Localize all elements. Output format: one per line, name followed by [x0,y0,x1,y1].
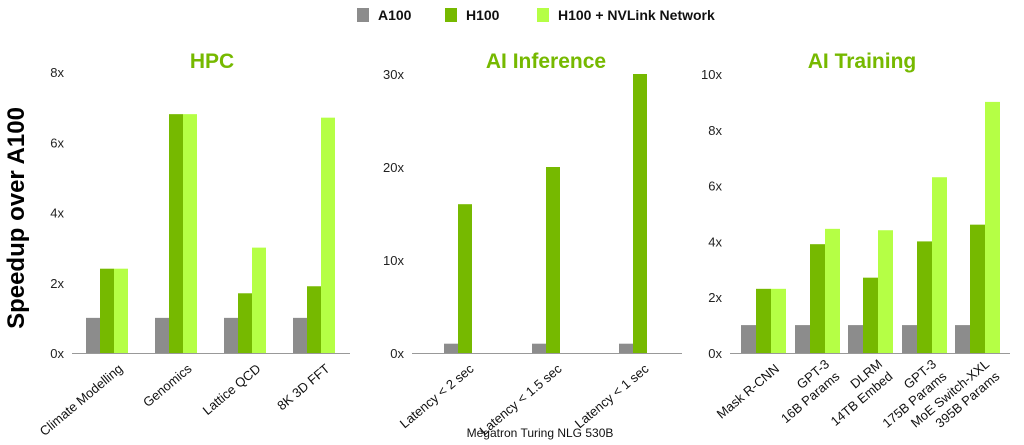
legend-item: H100 + NVLink Network [537,4,715,26]
bar [114,268,128,353]
legend-label: H100 + NVLink Network [558,7,715,23]
bar [546,167,560,353]
category-label: Genomics [140,361,195,410]
y-tick-label: 8x [50,65,64,80]
bar [86,317,100,353]
legend-swatch [357,8,369,22]
panel-title: AI Inference [486,50,606,73]
y-tick-label: 4x [50,206,64,221]
bar [771,288,786,353]
x-axis-label: Megatron Turing NLG 530B [467,426,614,440]
bar [238,293,252,353]
legend-label: H100 [466,7,500,23]
bar [307,286,321,353]
category-label: 8K 3D FFT [274,361,332,413]
bar [825,228,840,353]
bar [169,114,183,354]
bar [458,204,472,353]
y-tick-label: 0x [50,346,64,361]
bar [917,241,932,353]
y-tick-label: 0x [390,346,404,361]
bar [619,343,633,353]
y-tick-label: 2x [708,290,722,305]
y-tick-label: 10x [701,67,722,82]
y-tick-label: 10x [383,253,404,268]
bar [863,277,878,353]
bar [756,288,771,353]
bar [810,244,825,353]
legend-swatch [445,8,457,22]
category-label: Mask R-CNN [714,361,782,422]
category-label: Latency < 2 sec [397,361,477,432]
bar [224,317,238,353]
legend-item: A100 [357,4,411,26]
bar [183,114,197,354]
panel-title: HPC [190,50,234,73]
bar [633,74,647,353]
bar [252,247,266,353]
bar [848,325,863,353]
bar [795,325,810,353]
legend-label: A100 [378,7,412,23]
legend: A100 H100 H100 + NVLink Network [0,4,1024,26]
panel-title: AI Training [808,50,917,73]
bar [985,101,1000,354]
bar [955,325,970,353]
bar [100,268,114,353]
bar [741,325,756,353]
category-label: Climate Modelling [37,361,126,439]
legend-swatch [537,8,549,22]
bar [321,117,335,353]
legend-item: H100 [445,4,499,26]
y-tick-label: 6x [708,179,722,194]
category-label: Latency < 1 sec [572,361,652,432]
bar [878,230,893,353]
y-tick-label: 4x [708,234,722,249]
bar [970,224,985,353]
y-tick-label: 8x [708,123,722,138]
y-tick-label: 0x [708,346,722,361]
y-tick-label: 20x [383,160,404,175]
y-tick-label: 30x [383,67,404,82]
bar [932,177,947,353]
y-tick-label: 2x [50,276,64,291]
y-tick-label: 6x [50,135,64,150]
bar [444,343,458,353]
bar [532,343,546,353]
bar [293,317,307,353]
category-label: Lattice QCD [200,361,264,418]
bar [155,317,169,353]
bar [902,325,917,353]
